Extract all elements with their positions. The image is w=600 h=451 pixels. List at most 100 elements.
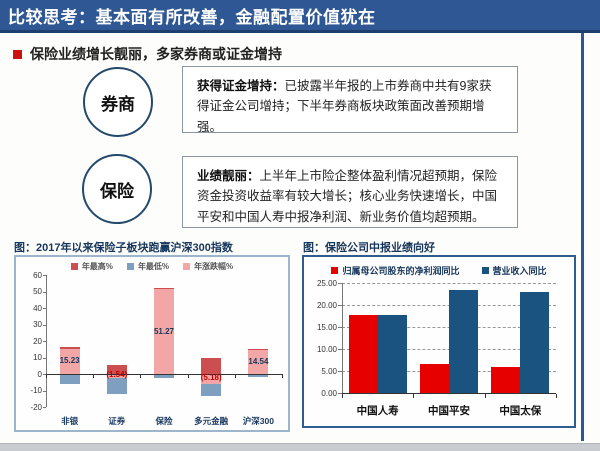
- y-tick-mark: [338, 393, 342, 394]
- bar-年最低%-保险: [154, 375, 174, 378]
- bar-年涨跌幅%-多元金融: [201, 375, 222, 384]
- bar-label: (1.54): [106, 370, 128, 380]
- bar-年涨跌幅%-非银: [59, 348, 80, 374]
- textbox-brokers-lead: 获得证金增持：: [197, 79, 285, 93]
- textbox-insurance: 业绩靓丽：上半年上市险企整体盈利情况超预期，保险资金投资收益率有较大增长；核心业…: [182, 156, 518, 228]
- y-tick-mark: [338, 327, 342, 328]
- y-tick-mark: [43, 357, 46, 359]
- y-tick-mark: [338, 371, 342, 372]
- textbox-insurance-body: 上半年上市险企整体盈利情况超预期，保险资金投资收益率有较大增长；核心业务快速增长…: [197, 169, 498, 224]
- right-chart: 归属母公司股东的净利润同比 营业收入同比 25.00 20.00 15.00 10.00 5…: [302, 255, 576, 428]
- textbox-insurance-lead: 业绩靓丽：: [197, 169, 260, 183]
- y-tick-label: 0: [37, 369, 42, 379]
- x-category-label: 非银: [61, 416, 79, 426]
- x-tick-mark: [46, 374, 47, 378]
- x-category-label: 证券: [108, 416, 126, 426]
- legend-label: 年最高%: [81, 262, 113, 271]
- x-tick-mark: [187, 374, 189, 378]
- bar-label: (5.18): [200, 373, 222, 383]
- x-tick-mark: [556, 394, 557, 398]
- y-tick-mark: [43, 308, 46, 309]
- y-tick-label: 0.00: [321, 388, 337, 398]
- legend-item: 年最低%: [126, 261, 169, 272]
- left-chart-title: 图：2017年以来保险子板块跑赢沪深300指数: [14, 242, 233, 254]
- circle-insurance: 保险: [82, 154, 152, 224]
- y-tick-label: 15.00: [316, 322, 337, 332]
- legend-item: 营业收入同比: [481, 264, 547, 277]
- gridline: [342, 283, 556, 284]
- y-axis-line: [342, 283, 343, 393]
- bar-label: 51.27: [153, 326, 175, 336]
- y-tick-label: 20: [33, 336, 42, 346]
- y-tick-label: 20.00: [316, 300, 337, 310]
- bar-label: 15.23: [59, 356, 80, 366]
- y-tick-mark: [338, 283, 342, 284]
- bar-营业收入同比-中国平安: [449, 289, 478, 393]
- y-tick-label: -20: [30, 402, 42, 412]
- bar-年涨跌幅%-证券: [106, 375, 127, 378]
- y-tick-label: 60: [33, 270, 42, 280]
- y-tick-label: 5.00: [321, 366, 337, 376]
- bar-年最低%-非银: [59, 375, 80, 384]
- legend-swatch-icon: [481, 267, 489, 274]
- y-tick-label: 50: [33, 287, 42, 296]
- y-tick-label: 10: [33, 353, 42, 362]
- y-tick-mark: [43, 324, 46, 326]
- chart-legend: 归属母公司股东的净利润同比 营业收入同比: [304, 264, 574, 277]
- bar-营业收入同比-中国太保: [520, 291, 550, 393]
- legend-item: 年最高%: [70, 261, 113, 272]
- y-tick-label: 30: [33, 320, 42, 329]
- legend-item: 归属母公司股东的净利润同比: [331, 264, 460, 277]
- y-tick-mark: [43, 374, 46, 375]
- section-title: 保险业绩增长靓丽，多家券商或证金增持: [30, 46, 282, 62]
- left-chart: 年最高% 年最低% 年涨跌幅% 60 50 40 30 20 10 0 -10 -20 15.23 (1.…: [14, 255, 290, 432]
- bullet-square-icon: [13, 49, 22, 59]
- bar-营业收入同比-中国人寿: [377, 314, 407, 393]
- x-tick-mark: [140, 374, 142, 378]
- slide-header: 比较思考：基本面有所改善，金融配置价值犹在: [0, 0, 600, 33]
- chart-legend: 年最高% 年最低% 年涨跌幅%: [16, 261, 288, 272]
- legend-swatch-icon: [183, 263, 191, 270]
- y-tick-label: -10: [30, 386, 42, 395]
- legend-swatch-icon: [70, 263, 78, 270]
- y-tick-mark: [338, 305, 342, 306]
- legend-item: 年涨跌幅%: [183, 261, 233, 272]
- x-category-label: 保险: [155, 416, 173, 426]
- x-tick-mark: [342, 394, 343, 398]
- y-tick-label: 10.00: [316, 344, 337, 354]
- y-tick-mark: [43, 275, 46, 276]
- circle-insurance-label: 保险: [100, 181, 134, 201]
- bar-label: 14.54: [248, 357, 269, 366]
- x-axis-line: [342, 393, 556, 394]
- x-category-label: 中国太保: [499, 405, 542, 417]
- bar-归属母公司股东的净利润同比-中国人寿: [348, 314, 378, 393]
- bar-年最高%-多元金融: [201, 358, 222, 374]
- legend-swatch-icon: [331, 267, 339, 274]
- y-tick-mark: [43, 291, 46, 293]
- circle-brokers: 券商: [83, 67, 153, 137]
- y-tick-mark: [43, 407, 46, 408]
- x-tick-mark: [93, 374, 95, 378]
- legend-label: 营业收入同比: [492, 266, 547, 276]
- y-axis-line: [46, 275, 47, 407]
- legend-swatch-icon: [126, 263, 134, 270]
- y-tick-mark: [43, 341, 46, 342]
- y-tick-label: 40: [33, 303, 42, 313]
- x-category-label: 多元金融: [194, 416, 229, 426]
- y-tick-label: 25.00: [316, 278, 337, 288]
- x-tick-mark: [282, 374, 283, 378]
- x-tick-mark: [234, 374, 236, 378]
- textbox-brokers: 获得证金增持：已披露半年报的上市券商中共有9家获得证金公司增持；下半年券商板块政…: [182, 66, 518, 134]
- y-tick-mark: [43, 390, 46, 392]
- bar-年最低%-证券: [106, 375, 127, 394]
- bar-归属母公司股东的净利润同比-中国太保: [491, 366, 521, 393]
- textbox-brokers-body: 已披露半年报的上市券商中共有9家获得证金公司增持；下半年券商板块政策面改善预期增…: [197, 79, 492, 134]
- right-chart-title: 图：保险公司中报业绩向好: [303, 242, 435, 254]
- bar-归属母公司股东的净利润同比-中国平安: [420, 364, 449, 393]
- right-edge-accent-line: [581, 33, 584, 441]
- legend-label: 归属母公司股东的净利润同比: [342, 266, 460, 276]
- bar-年最低%-沪深300: [248, 375, 269, 378]
- x-category-label: 沪深300: [242, 416, 274, 426]
- x-category-label: 中国平安: [427, 405, 470, 417]
